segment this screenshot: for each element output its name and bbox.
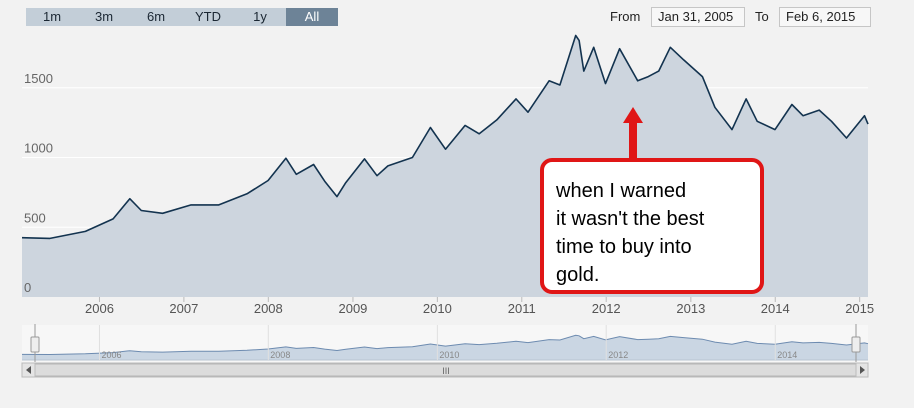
navigator-year-label: 2012 [608,350,628,360]
callout-arrow-icon [623,107,643,158]
from-date-input[interactable]: Jan 31, 2005 [651,7,745,27]
x-tick-label: 2008 [254,301,283,316]
scrollbar-grip-icon: III [442,366,450,376]
x-tick-label: 2006 [85,301,114,316]
callout-line-3: time to buy into [556,236,692,258]
navigator-year-label: 2006 [101,350,121,360]
navigator-line [21,334,869,356]
annotation-callout: when I warned it wasn't the best time to… [540,158,764,294]
x-tick-label: 2015 [845,301,874,316]
navigator-right-handle[interactable] [851,336,861,353]
navigator-year-label: 2010 [439,350,459,360]
range-button-all[interactable]: All [286,8,338,26]
navigator: 2006 2008 2010 2012 2014 [21,324,869,363]
callout-arrow [623,107,643,158]
price-line [21,34,869,240]
y-tick-label: 0 [24,280,31,295]
scrollbar: III [21,362,869,378]
to-label: To [755,9,769,24]
scroll-right-arrow-icon [860,366,865,374]
navigator-year-label: 2008 [270,350,290,360]
y-tick-label: 1000 [24,141,53,156]
x-tick-label: 2014 [761,301,790,316]
from-label: From [610,9,641,24]
x-tick-label: 2009 [338,301,367,316]
x-tick-label: 2012 [592,301,621,316]
x-tick-label: 2013 [676,301,705,316]
range-button-6m[interactable]: 6m [130,8,182,26]
x-tick-label: 2010 [423,301,452,316]
range-button-ytd[interactable]: YTD [182,8,234,26]
callout-line-1: when I warned [556,180,687,202]
navigator-area [22,335,868,360]
y-axis-labels: 0 500 1000 1500 [24,71,53,295]
range-selector: 1m 3m 6m YTD 1y All [26,8,338,26]
callout-line-4: gold. [556,264,600,286]
navigator-labels: 2006 2008 2010 2012 2014 [98,325,797,360]
x-tick-label: 2007 [169,301,198,316]
navigator-year-label: 2014 [777,350,797,360]
range-button-1m[interactable]: 1m [26,8,78,26]
range-button-3m[interactable]: 3m [78,8,130,26]
x-tick-label: 2011 [508,301,536,316]
x-axis-labels: 2006 2007 2008 2009 2010 2011 2012 2013 2014 2015 [85,297,874,316]
scroll-left-arrow-icon [26,366,31,374]
to-date-input[interactable]: Feb 6, 2015 [779,7,871,27]
y-tick-label: 1500 [24,71,53,86]
navigator-left-handle[interactable] [30,336,40,353]
range-button-1y[interactable]: 1y [234,8,286,26]
callout-line-2: it wasn't the best [556,208,705,230]
y-tick-label: 500 [24,210,46,225]
